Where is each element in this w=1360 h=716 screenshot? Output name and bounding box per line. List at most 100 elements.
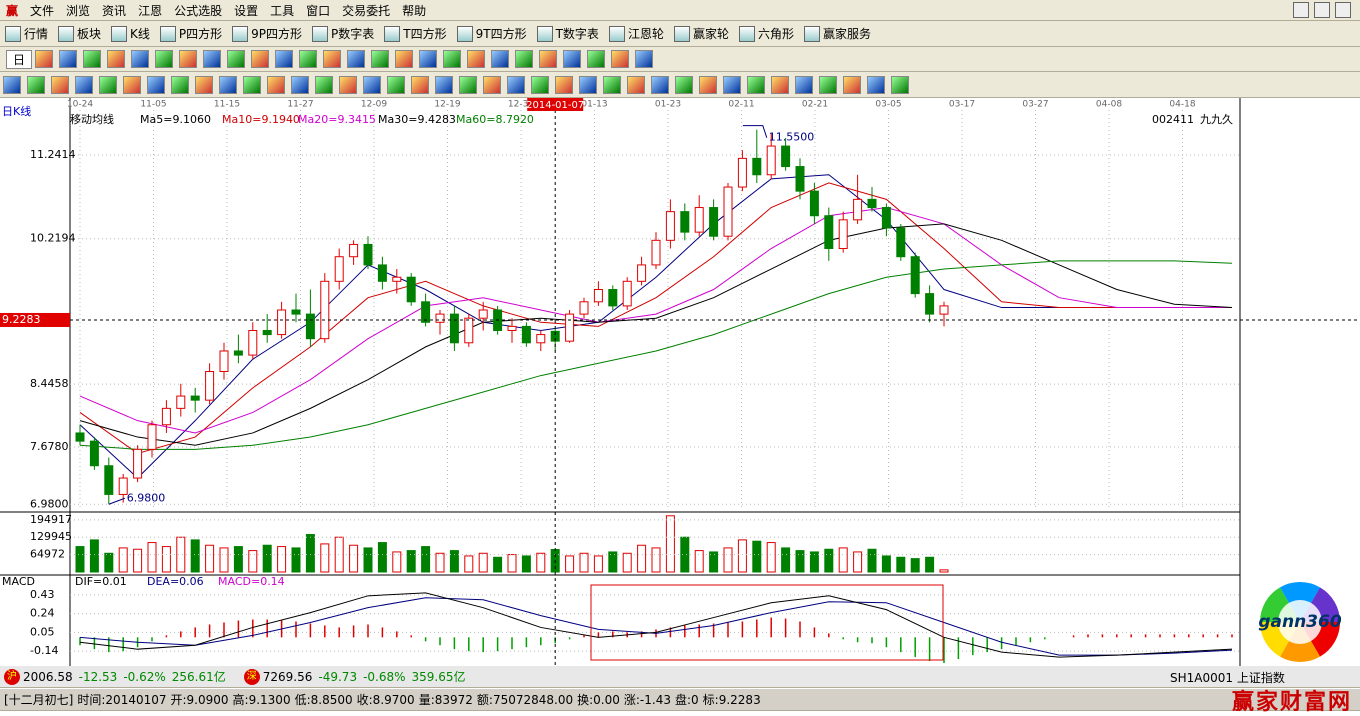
tool-icon[interactable] bbox=[515, 50, 534, 68]
tool-icon[interactable] bbox=[491, 50, 510, 68]
volume-bar bbox=[233, 546, 243, 573]
draw-tool-icon[interactable] bbox=[435, 75, 453, 94]
draw-tool-icon[interactable] bbox=[267, 75, 285, 94]
toolbar-button[interactable]: 江恩轮 bbox=[608, 25, 664, 42]
draw-tool-icon[interactable] bbox=[579, 75, 597, 94]
draw-tool-icon[interactable] bbox=[843, 75, 861, 94]
draw-tool-icon[interactable] bbox=[123, 75, 141, 94]
menu-item[interactable]: 文件 bbox=[30, 3, 55, 18]
tool-icon[interactable] bbox=[155, 50, 174, 68]
menu-item[interactable]: 公式选股 bbox=[174, 3, 223, 18]
tool-icon[interactable] bbox=[371, 50, 390, 68]
tool-icon[interactable] bbox=[251, 50, 270, 68]
draw-tool-icon[interactable] bbox=[195, 75, 213, 94]
toolbar-button[interactable]: T四方形 bbox=[384, 25, 447, 42]
draw-tool-icon[interactable] bbox=[147, 75, 165, 94]
toolbar-button[interactable]: K线 bbox=[111, 25, 150, 42]
draw-tool-icon[interactable] bbox=[699, 75, 717, 94]
draw-tool-icon[interactable] bbox=[411, 75, 429, 94]
volume-bar bbox=[853, 551, 863, 573]
tool-icon[interactable] bbox=[539, 50, 558, 68]
draw-tool-icon[interactable] bbox=[27, 75, 45, 94]
toolbar-button[interactable]: 板块 bbox=[58, 25, 101, 42]
draw-tool-icon[interactable] bbox=[291, 75, 309, 94]
tool-icon[interactable] bbox=[419, 50, 438, 68]
draw-tool-icon[interactable] bbox=[363, 75, 381, 94]
menu-item[interactable]: 江恩 bbox=[138, 3, 163, 18]
tool-icon[interactable] bbox=[203, 50, 222, 68]
toolbar-label: T数字表 bbox=[555, 27, 599, 41]
draw-tool-icon[interactable] bbox=[51, 75, 69, 94]
draw-tool-icon[interactable] bbox=[723, 75, 741, 94]
draw-tool-icon[interactable] bbox=[627, 75, 645, 94]
menu-item[interactable]: 工具 bbox=[270, 3, 295, 18]
draw-tool-icon[interactable] bbox=[459, 75, 477, 94]
volume-bar bbox=[277, 546, 287, 573]
logo-core bbox=[1278, 600, 1322, 644]
draw-tool-icon[interactable] bbox=[747, 75, 765, 94]
candle-body bbox=[363, 243, 373, 266]
tool-icon[interactable] bbox=[443, 50, 462, 68]
draw-tool-icon[interactable] bbox=[651, 75, 669, 94]
tool-icon[interactable] bbox=[83, 50, 102, 68]
draw-tool-icon[interactable] bbox=[3, 75, 21, 94]
tool-icon[interactable] bbox=[179, 50, 198, 68]
volume-bar bbox=[291, 547, 301, 573]
draw-tool-icon[interactable] bbox=[867, 75, 885, 94]
menu-item[interactable]: 交易委托 bbox=[342, 3, 391, 18]
menu-item[interactable]: 帮助 bbox=[402, 3, 427, 18]
draw-tool-icon[interactable] bbox=[507, 75, 525, 94]
draw-tool-icon[interactable] bbox=[795, 75, 813, 94]
draw-tool-icon[interactable] bbox=[891, 75, 909, 94]
toolbar-button[interactable]: P四方形 bbox=[159, 25, 222, 42]
toolbar-button[interactable]: 六角形 bbox=[738, 25, 794, 42]
toolbar-button[interactable]: T数字表 bbox=[536, 25, 599, 42]
draw-tool-icon[interactable] bbox=[771, 75, 789, 94]
toolbar-button[interactable]: 赢家轮 bbox=[673, 25, 729, 42]
toolbar-button[interactable]: 9T四方形 bbox=[456, 25, 527, 42]
menu-item[interactable]: 窗口 bbox=[306, 3, 331, 18]
volume-bar bbox=[507, 554, 517, 573]
draw-tool-icon[interactable] bbox=[483, 75, 501, 94]
draw-tool-icon[interactable] bbox=[603, 75, 621, 94]
tool-icon[interactable] bbox=[635, 50, 654, 68]
period-button[interactable]: 日 bbox=[6, 49, 33, 69]
draw-tool-icon[interactable] bbox=[75, 75, 93, 94]
menu-item[interactable]: 设置 bbox=[234, 3, 259, 18]
draw-tool-icon[interactable] bbox=[339, 75, 357, 94]
toolbar-button[interactable]: P数字表 bbox=[312, 25, 374, 42]
draw-tool-icon[interactable] bbox=[99, 75, 117, 94]
toolbar-button[interactable]: 行情 bbox=[5, 25, 48, 42]
menu-item[interactable]: 资讯 bbox=[102, 3, 127, 18]
tool-icon[interactable] bbox=[563, 50, 582, 68]
tool-icon[interactable] bbox=[323, 50, 342, 68]
draw-tool-icon[interactable] bbox=[531, 75, 549, 94]
draw-tool-icon[interactable] bbox=[555, 75, 573, 94]
tool-icon[interactable] bbox=[59, 50, 78, 68]
toolbar-button[interactable]: 赢家服务 bbox=[803, 25, 871, 42]
draw-tool-icon[interactable] bbox=[219, 75, 237, 94]
tool-icon[interactable] bbox=[395, 50, 414, 68]
draw-tool-icon[interactable] bbox=[819, 75, 837, 94]
tool-icon[interactable] bbox=[35, 50, 54, 68]
tool-icon[interactable] bbox=[347, 50, 366, 68]
menu-item[interactable]: 浏览 bbox=[66, 3, 91, 18]
tool-icon[interactable] bbox=[587, 50, 606, 68]
draw-tool-icon[interactable] bbox=[243, 75, 261, 94]
draw-tool-icon[interactable] bbox=[315, 75, 333, 94]
volume-bar bbox=[838, 547, 848, 573]
date-label: 11-27 bbox=[287, 100, 313, 110]
tool-icon[interactable] bbox=[107, 50, 126, 68]
tool-icon[interactable] bbox=[611, 50, 630, 68]
draw-tool-icon[interactable] bbox=[387, 75, 405, 94]
toolbar-button[interactable]: 9P四方形 bbox=[232, 25, 302, 42]
draw-tool-icon[interactable] bbox=[171, 75, 189, 94]
draw-tool-icon[interactable] bbox=[675, 75, 693, 94]
tool-icon[interactable] bbox=[227, 50, 246, 68]
tool-icon[interactable] bbox=[467, 50, 486, 68]
toolbar-label: 江恩轮 bbox=[627, 27, 664, 41]
tool-icon[interactable] bbox=[131, 50, 150, 68]
window-buttons[interactable] bbox=[1293, 2, 1354, 18]
tool-icon[interactable] bbox=[299, 50, 318, 68]
tool-icon[interactable] bbox=[275, 50, 294, 68]
